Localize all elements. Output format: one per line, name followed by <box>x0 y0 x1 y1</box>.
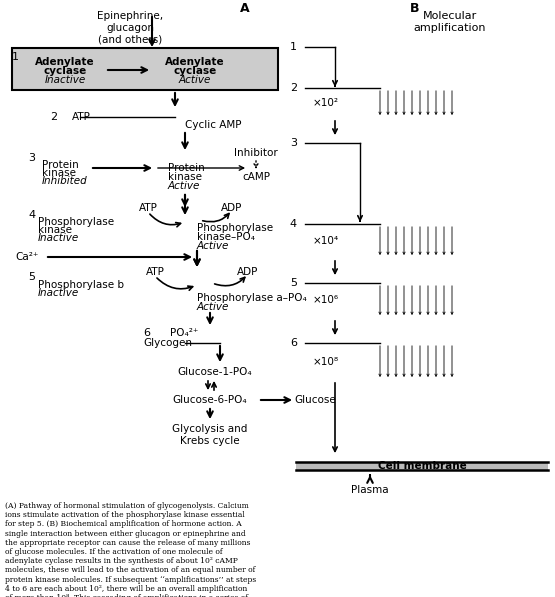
Text: Phosphorylase: Phosphorylase <box>38 217 114 227</box>
Text: Adenylate: Adenylate <box>165 57 225 67</box>
Text: Glycogen: Glycogen <box>143 338 192 348</box>
Text: Ca²⁺: Ca²⁺ <box>15 252 38 262</box>
Text: Protein: Protein <box>42 160 79 170</box>
Text: 6: 6 <box>143 328 150 338</box>
Bar <box>296 462 548 470</box>
Text: Cyclic AMP: Cyclic AMP <box>185 120 241 130</box>
Text: ×10⁴: ×10⁴ <box>313 236 339 246</box>
Text: Epinephrine,
glucagon
(and others): Epinephrine, glucagon (and others) <box>97 11 163 45</box>
Text: 1: 1 <box>12 52 19 62</box>
Text: Glucose-1-PO₄: Glucose-1-PO₄ <box>178 367 253 377</box>
Text: Inactive: Inactive <box>38 233 79 243</box>
Text: Inactive: Inactive <box>38 288 79 298</box>
Text: ×10⁶: ×10⁶ <box>313 295 339 305</box>
Text: Active: Active <box>168 181 200 191</box>
Text: 2: 2 <box>50 112 57 122</box>
Text: (A) Pathway of hormonal stimulation of glycogenolysis. Calcium
ions stimulate ac: (A) Pathway of hormonal stimulation of g… <box>5 502 256 597</box>
Text: kinase–PO₄: kinase–PO₄ <box>197 232 255 242</box>
Text: ×10⁸: ×10⁸ <box>313 357 339 367</box>
Text: Glucose-6-PO₄: Glucose-6-PO₄ <box>173 395 248 405</box>
Text: 2: 2 <box>290 83 297 93</box>
Text: 4: 4 <box>28 210 35 220</box>
Text: kinase: kinase <box>42 168 76 178</box>
Text: 5: 5 <box>290 278 297 288</box>
Text: ADP: ADP <box>221 203 243 213</box>
Text: 3: 3 <box>290 138 297 148</box>
Text: 4: 4 <box>290 219 297 229</box>
Text: Glucose: Glucose <box>294 395 336 405</box>
Text: kinase: kinase <box>168 172 202 182</box>
Text: Active: Active <box>197 241 229 251</box>
Text: Inhibited: Inhibited <box>42 176 88 186</box>
Text: cyclase: cyclase <box>43 66 87 76</box>
Text: Phosphorylase b: Phosphorylase b <box>38 280 124 290</box>
Text: ATP: ATP <box>145 267 164 277</box>
Text: ADP: ADP <box>238 267 259 277</box>
Text: 6: 6 <box>290 338 297 348</box>
Text: Active: Active <box>179 75 211 85</box>
Text: Active: Active <box>197 302 229 312</box>
Text: 5: 5 <box>28 272 35 282</box>
Text: Inhibitor: Inhibitor <box>234 148 278 158</box>
Text: ATP: ATP <box>139 203 158 213</box>
Text: Plasma: Plasma <box>351 485 389 495</box>
Text: Protein: Protein <box>168 163 205 173</box>
Text: Cell membrane: Cell membrane <box>377 461 466 471</box>
Text: 1: 1 <box>290 42 297 52</box>
Text: B: B <box>410 2 420 16</box>
Text: Inactive: Inactive <box>44 75 85 85</box>
Text: cyclase: cyclase <box>173 66 216 76</box>
Text: ×10²: ×10² <box>313 98 339 108</box>
Text: A: A <box>240 2 250 16</box>
Text: ATP: ATP <box>72 112 91 122</box>
Text: Molecular
amplification: Molecular amplification <box>413 11 486 33</box>
Text: kinase: kinase <box>38 225 72 235</box>
Bar <box>12 48 278 90</box>
Text: Adenylate: Adenylate <box>35 57 95 67</box>
Text: Glycolysis and
Krebs cycle: Glycolysis and Krebs cycle <box>172 424 248 446</box>
Bar <box>12 48 278 90</box>
Text: Phosphorylase a–PO₄: Phosphorylase a–PO₄ <box>197 293 307 303</box>
Text: cAMP: cAMP <box>242 172 270 182</box>
Text: 3: 3 <box>28 153 35 163</box>
Text: Phosphorylase: Phosphorylase <box>197 223 273 233</box>
Text: PO₄²⁺: PO₄²⁺ <box>170 328 198 338</box>
